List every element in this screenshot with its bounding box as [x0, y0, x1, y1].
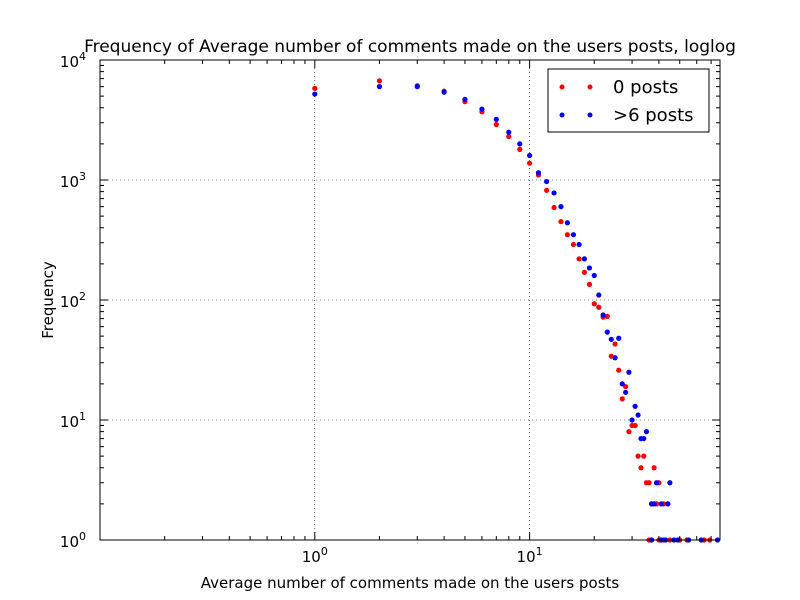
y-tick-label: 102: [60, 290, 86, 311]
legend-marker-0-posts: [559, 84, 565, 90]
legend-label-0-posts: 0 posts: [613, 77, 678, 98]
y-axis-label: Frequency: [39, 261, 57, 339]
data-point-0-posts: [616, 367, 622, 373]
data-point-0-posts: [591, 301, 597, 307]
chart-title: Frequency of Average number of comments …: [84, 37, 736, 57]
data-point-6-posts: [493, 116, 499, 122]
data-point-0-posts: [635, 453, 641, 459]
legend: 0 posts >6 posts: [547, 68, 710, 133]
data-point-0-posts: [526, 160, 533, 166]
legend-marker-0-posts: [587, 84, 593, 90]
axis-ticks: 100 101 100 101 102 103 104: [60, 50, 720, 566]
data-point-6-posts: [667, 480, 673, 486]
data-point-6-posts: [616, 335, 622, 341]
data-point-0-posts: [612, 341, 618, 347]
data-point-6-posts: [414, 84, 420, 90]
data-point-0-posts: [558, 219, 564, 225]
data-point-6-posts: [643, 429, 650, 435]
data-point-6-posts: [312, 91, 318, 97]
data-point-0-posts: [641, 453, 647, 459]
data-point-6-posts: [604, 329, 610, 335]
data-point-0-posts: [586, 281, 593, 287]
data-point-0-posts: [638, 465, 644, 471]
data-point-0-posts: [596, 304, 602, 310]
data-point-6-posts: [376, 84, 383, 90]
data-point-0-posts: [651, 465, 657, 471]
y-tick-label: 100: [60, 530, 86, 551]
y-tick-label: 103: [60, 170, 86, 191]
legend-marker-6-posts: [559, 112, 565, 118]
data-point-0-posts: [564, 232, 571, 238]
x-tick-label: 101: [517, 545, 543, 566]
data-point-0-posts: [551, 204, 557, 211]
data-point-6-posts: [551, 190, 557, 196]
data-point-6-posts: [462, 96, 468, 102]
data-points: [312, 78, 721, 543]
data-point-6-posts: [558, 204, 564, 210]
data-point-6-posts: [591, 272, 597, 279]
data-point-6-posts: [535, 170, 542, 176]
y-tick-label: 101: [60, 410, 86, 431]
x-axis-label: Average number of comments made on the u…: [201, 574, 620, 592]
data-point-6-posts: [665, 501, 671, 507]
data-point-0-posts: [581, 269, 588, 275]
data-point-6-posts: [576, 241, 582, 248]
data-point-6-posts: [586, 265, 593, 271]
data-point-0-posts: [626, 429, 632, 435]
grid: [100, 60, 720, 540]
data-point-0-posts: [506, 133, 512, 140]
data-point-6-posts: [564, 220, 571, 226]
data-point-6-posts: [600, 312, 606, 318]
data-point-6-posts: [626, 369, 632, 375]
data-point-0-posts: [517, 146, 523, 152]
data-point-6-posts: [623, 389, 629, 395]
data-point-6-posts: [506, 129, 512, 135]
data-point-0-posts: [604, 313, 610, 320]
data-point-0-posts: [543, 187, 550, 193]
data-point-0-posts: [576, 256, 582, 262]
data-point-6-posts: [653, 480, 660, 486]
legend-marker-6-posts: [587, 112, 593, 118]
data-point-6-posts: [629, 417, 635, 423]
data-point-6-posts: [570, 232, 577, 238]
data-point-6-posts: [526, 152, 533, 159]
data-point-6-posts: [641, 435, 647, 442]
data-point-6-posts: [608, 336, 614, 342]
data-point-6-posts: [632, 403, 638, 409]
data-point-6-posts: [581, 256, 588, 262]
data-point-0-posts: [312, 85, 318, 91]
data-point-0-posts: [570, 241, 577, 248]
legend-label-6-posts: >6 posts: [613, 105, 694, 126]
x-tick-label: 100: [302, 545, 328, 566]
y-tick-label: 104: [60, 50, 86, 71]
legend-box: [547, 68, 710, 133]
data-point-0-posts: [376, 78, 383, 84]
data-point-6-posts: [619, 381, 625, 387]
data-point-6-posts: [651, 501, 657, 507]
data-point-6-posts: [441, 89, 447, 95]
data-point-6-posts: [635, 412, 641, 418]
data-point-0-posts: [632, 422, 638, 429]
data-point-6-posts: [517, 141, 523, 147]
data-point-6-posts: [612, 355, 618, 361]
data-point-6-posts: [658, 501, 664, 507]
data-point-6-posts: [479, 106, 485, 112]
data-point-0-posts: [619, 396, 625, 402]
data-point-0-posts: [493, 121, 499, 128]
data-point-0-posts: [646, 480, 652, 486]
data-point-6-posts: [596, 292, 602, 298]
data-point-6-posts: [543, 178, 550, 185]
